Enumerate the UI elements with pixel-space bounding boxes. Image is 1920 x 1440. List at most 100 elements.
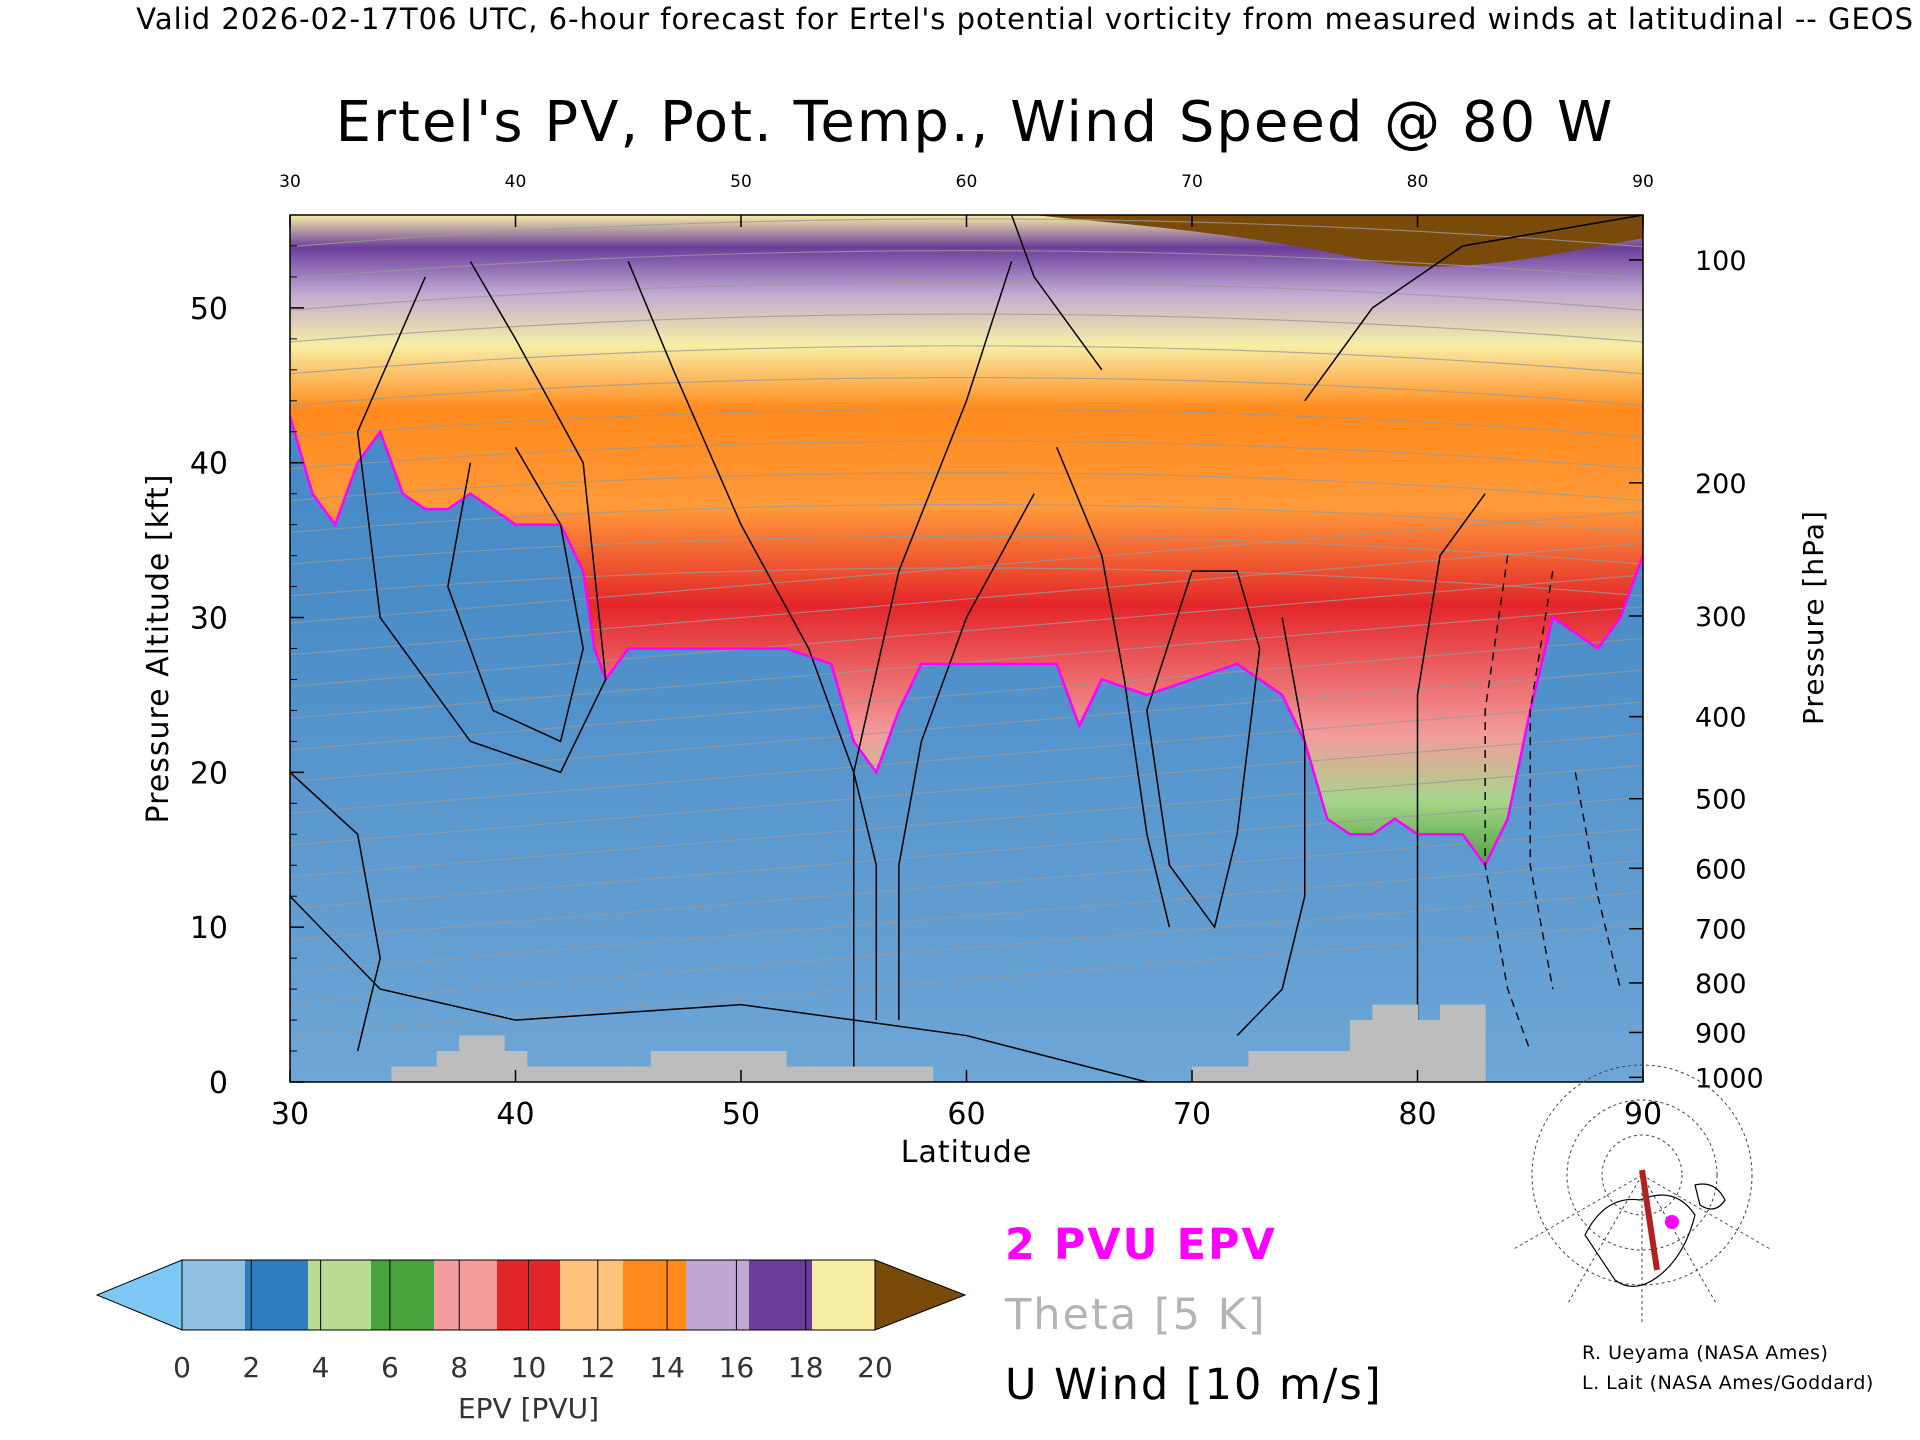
theta-isentrope bbox=[290, 440, 1643, 470]
u-wind-contour bbox=[1416, 493, 1486, 1067]
pressure-tick-label: 200 bbox=[1695, 469, 1747, 500]
locator-coastline bbox=[1584, 1194, 1696, 1287]
colorbar-segment bbox=[560, 1260, 624, 1330]
locator-meridian bbox=[1511, 1174, 1643, 1251]
colorbar-tick-label: 18 bbox=[788, 1351, 824, 1384]
theta-isentrope bbox=[290, 250, 1643, 280]
valid-time-header: Valid 2026-02-17T06 UTC, 6-hour forecast… bbox=[136, 2, 1914, 36]
u-wind-contour bbox=[853, 261, 1013, 1082]
u-wind-negative-contour bbox=[1529, 570, 1554, 990]
credit-ueyama: R. Ueyama (NASA Ames) bbox=[1582, 1342, 1829, 1364]
surface-terrain bbox=[459, 1035, 483, 1082]
epv-2pvu-contour bbox=[290, 415, 1643, 868]
theta-isentrope bbox=[290, 313, 1643, 343]
y-tick-label: 40 bbox=[190, 447, 228, 482]
colorbar-tick-label: 0 bbox=[173, 1351, 191, 1384]
surface-terrain bbox=[1440, 1004, 1464, 1082]
locator-cross-section-track bbox=[1639, 1169, 1660, 1271]
theta-isentrope bbox=[290, 376, 1643, 407]
y-tick-label: 10 bbox=[190, 911, 228, 946]
locator-latitude-circle bbox=[1566, 1099, 1718, 1251]
surface-terrain bbox=[1349, 1020, 1373, 1082]
locator-meridian bbox=[1641, 1174, 1718, 1306]
u-wind-contour bbox=[447, 446, 584, 743]
surface-terrain bbox=[481, 1035, 505, 1082]
pressure-tick-label: 600 bbox=[1695, 854, 1747, 885]
u-wind-contour bbox=[1010, 215, 1103, 371]
u-wind-contour bbox=[1304, 215, 1643, 402]
surface-terrain bbox=[526, 1066, 539, 1082]
x-tick-label: 40 bbox=[496, 1097, 534, 1132]
theta-isentrope bbox=[290, 574, 1643, 688]
theta-isentrope bbox=[290, 408, 1643, 438]
surface-terrain bbox=[1394, 1004, 1418, 1082]
u-wind-contour bbox=[627, 261, 878, 1021]
colorbar-tick-label: 12 bbox=[580, 1351, 616, 1384]
colorbar-tick-label: 4 bbox=[312, 1351, 330, 1384]
chart-title: Ertel's PV, Pot. Temp., Wind Speed @ 80 … bbox=[335, 90, 1615, 155]
theta-isentrope bbox=[290, 281, 1643, 311]
colorbar-segment bbox=[182, 1260, 246, 1330]
u-wind-negative-contour bbox=[1574, 772, 1622, 990]
surface-terrain bbox=[538, 1066, 629, 1082]
surface-terrain bbox=[786, 1066, 810, 1082]
x-tick-label: 50 bbox=[722, 1097, 760, 1132]
locator-latitude-circle bbox=[1531, 1064, 1753, 1286]
surface-terrain bbox=[628, 1066, 652, 1082]
x-axis-label: Latitude bbox=[901, 1135, 1032, 1170]
colorbar-tick-label: 6 bbox=[381, 1351, 399, 1384]
pressure-tick-label: 900 bbox=[1695, 1018, 1747, 1049]
locator-latitude-circle bbox=[1601, 1134, 1683, 1216]
x-tick-label: 60 bbox=[947, 1097, 985, 1132]
x-tick-label: 90 bbox=[1624, 1097, 1662, 1132]
colorbar-tick-label: 8 bbox=[450, 1351, 468, 1384]
colorbar-segment bbox=[623, 1260, 687, 1330]
u-wind-contour bbox=[1056, 446, 1171, 928]
locator-greenland bbox=[1694, 1183, 1726, 1210]
y-tick-label: 30 bbox=[190, 602, 228, 637]
y-tick-label: 0 bbox=[209, 1066, 228, 1101]
colorbar-tick-label: 2 bbox=[242, 1351, 260, 1384]
locator-marker bbox=[1665, 1215, 1679, 1229]
x-tick-label-top: 60 bbox=[956, 172, 978, 192]
theta-isentrope bbox=[290, 535, 1643, 565]
x-tick-label-top: 30 bbox=[279, 172, 301, 192]
colorbar-tick-label: 14 bbox=[649, 1351, 685, 1384]
theta-isentrope bbox=[290, 567, 1643, 597]
theta-isentrope bbox=[290, 503, 1643, 533]
colorbar-segment bbox=[245, 1260, 309, 1330]
stratosphere-pv-fill bbox=[290, 215, 1643, 866]
pressure-tick-label: 700 bbox=[1695, 915, 1747, 946]
surface-terrain bbox=[391, 1066, 415, 1082]
surface-terrain bbox=[436, 1051, 460, 1082]
legend-theta: Theta [5 K] bbox=[1005, 1290, 1267, 1340]
u-wind-contour bbox=[898, 493, 1035, 1021]
over-20-pvu-region bbox=[1034, 215, 1643, 267]
colorbar-segment bbox=[812, 1260, 876, 1330]
surface-terrain bbox=[718, 1051, 787, 1082]
surface-terrain bbox=[1304, 1051, 1328, 1082]
pressure-tick-label: 100 bbox=[1695, 246, 1747, 277]
surface-terrain bbox=[1248, 1051, 1306, 1082]
u-wind-contour bbox=[290, 771, 381, 1052]
colorbar-segment bbox=[308, 1260, 372, 1330]
surface-terrain bbox=[1417, 1020, 1441, 1082]
legend-epv: 2 PVU EPV bbox=[1005, 1220, 1277, 1270]
x-tick-label-top: 70 bbox=[1181, 172, 1203, 192]
colorbar-tick-label: 16 bbox=[719, 1351, 755, 1384]
colorbar-label: EPV [PVU] bbox=[458, 1392, 599, 1425]
legend-u-wind: U Wind [10 m/s] bbox=[1005, 1360, 1383, 1410]
theta-isentrope bbox=[290, 606, 1643, 719]
surface-terrain bbox=[1192, 1066, 1249, 1082]
x-tick-label-top: 50 bbox=[730, 172, 752, 192]
colorbar-segment bbox=[371, 1260, 435, 1330]
surface-terrain bbox=[1327, 1051, 1351, 1082]
locator-meridian bbox=[1641, 1174, 1773, 1251]
surface-terrain bbox=[414, 1066, 438, 1082]
colorbar-under-arrow bbox=[95, 1259, 183, 1331]
x-tick-label: 80 bbox=[1398, 1097, 1436, 1132]
pressure-tick-label: 500 bbox=[1695, 785, 1747, 816]
surface-terrain bbox=[504, 1051, 528, 1082]
theta-isentrope bbox=[290, 669, 1643, 783]
